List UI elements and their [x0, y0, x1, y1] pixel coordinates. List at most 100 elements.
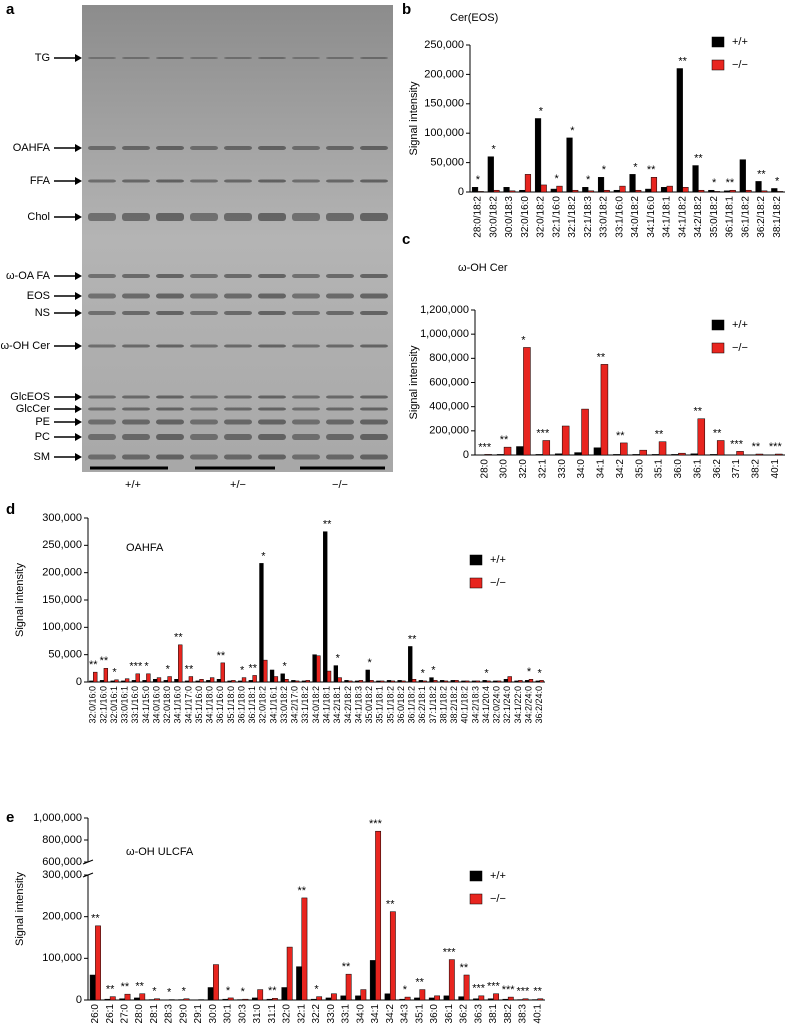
- bar: [124, 678, 130, 683]
- bar: [629, 174, 636, 193]
- significance: ***: [769, 441, 783, 453]
- significance: **: [89, 659, 98, 671]
- significance: **: [655, 429, 664, 441]
- significance: *: [602, 164, 607, 176]
- x-tick-label: 30:0: [208, 1004, 219, 1024]
- x-tick-label: 32:0/16:1: [109, 686, 119, 724]
- significance: *: [261, 550, 266, 562]
- gel-band: [292, 407, 320, 411]
- bar: [99, 680, 105, 683]
- x-tick-label: 33:0: [557, 459, 568, 479]
- band-label: SM: [34, 451, 51, 463]
- chart-title: ω-OH ULCFA: [126, 846, 194, 858]
- bar: [248, 680, 253, 683]
- bar: [556, 185, 563, 193]
- arrow-head: [75, 309, 82, 317]
- x-tick-label: 36:3: [473, 1004, 484, 1024]
- bar: [761, 190, 768, 193]
- x-tick-label: 38:2/18:2: [449, 686, 459, 724]
- x-tick-label: 36:2/18:2: [756, 196, 767, 238]
- legend-label: −/−: [490, 893, 506, 905]
- bar: [566, 137, 573, 193]
- significance: *: [539, 105, 544, 117]
- bar: [131, 680, 137, 683]
- bar: [305, 680, 310, 683]
- y-tick-label: 1,200,000: [420, 304, 469, 316]
- gel-band: [292, 395, 320, 399]
- x-tick-label: 35:0/18:2: [364, 686, 374, 724]
- gel-band: [224, 454, 252, 460]
- bar: [487, 156, 494, 193]
- legend-swatch: [711, 59, 725, 71]
- bar: [397, 680, 402, 683]
- gel-band: [360, 146, 388, 150]
- gel-band: [258, 419, 286, 425]
- bar: [325, 997, 332, 1001]
- gel-band: [88, 395, 116, 399]
- x-tick-label: 36:2: [712, 459, 723, 479]
- legend-label: −/−: [732, 342, 748, 354]
- significance: *: [421, 667, 426, 679]
- gel-band: [326, 213, 354, 221]
- bar: [507, 996, 514, 1001]
- band-label: Chol: [27, 211, 50, 223]
- bar: [524, 174, 532, 193]
- x-tick-label: 33:1/16:0: [614, 196, 625, 238]
- bar: [486, 680, 491, 683]
- x-tick-label: 35:1/18:1: [375, 686, 385, 724]
- x-tick-label: 30:0/18:3: [504, 196, 515, 238]
- bar: [550, 188, 557, 193]
- significance: *: [554, 173, 559, 185]
- x-tick-label: 34:1/18:1: [322, 686, 332, 724]
- bar: [259, 563, 264, 683]
- gel-band: [156, 146, 184, 150]
- bar: [450, 680, 455, 683]
- arrow-head: [75, 433, 82, 441]
- significance: *: [633, 161, 638, 173]
- x-tick-label: 34:1/22:0: [513, 686, 523, 724]
- x-tick-label: 31:0: [252, 1004, 263, 1024]
- legend-label: +/+: [732, 36, 748, 48]
- gel-bands: [88, 57, 388, 460]
- x-tick-label: 34:1/20:4: [481, 686, 491, 724]
- gel-band: [122, 434, 150, 440]
- significance: **: [121, 981, 130, 993]
- significance: **: [415, 976, 424, 988]
- x-tick-label: 34:1: [596, 459, 607, 479]
- bar: [582, 187, 589, 193]
- y-tick-label: 600,000: [42, 856, 82, 868]
- x-tick-label: 38:1/18:2: [438, 686, 448, 724]
- bar: [390, 680, 395, 683]
- bar: [484, 454, 492, 456]
- bar: [458, 996, 465, 1001]
- bar: [678, 452, 686, 456]
- gel-band: [190, 274, 218, 278]
- gel-band: [224, 213, 252, 221]
- bar: [632, 454, 640, 456]
- bar: [263, 659, 268, 683]
- bar: [333, 665, 339, 683]
- bar: [365, 669, 370, 683]
- bar: [493, 993, 499, 1001]
- y-tick-label: 150,000: [424, 98, 464, 110]
- x-tick-label: 28:0: [134, 1004, 145, 1024]
- bar: [369, 960, 376, 1001]
- x-tick-label: 30:0: [499, 459, 510, 479]
- chart-title: Cer(EOS): [450, 12, 498, 24]
- gel-band: [360, 395, 388, 399]
- x-tick-label: 34:2/24:0: [523, 686, 533, 724]
- x-tick-label: 34:1/15:0: [141, 686, 151, 724]
- gel-band: [326, 419, 354, 425]
- gel-band: [156, 454, 184, 460]
- gel-band: [156, 434, 184, 440]
- x-tick-label: 34:1/16:0: [646, 196, 657, 238]
- bar: [554, 453, 563, 456]
- x-tick-label: 32:1/24:0: [502, 686, 512, 724]
- y-tick-label: 1,000,000: [33, 812, 82, 824]
- gel-band: [360, 57, 388, 59]
- gel-band: [326, 454, 354, 460]
- genotype-label: +/−: [230, 479, 246, 491]
- bar: [676, 68, 683, 193]
- bar: [682, 187, 689, 193]
- x-tick-label: 34:1/16:0: [173, 686, 183, 724]
